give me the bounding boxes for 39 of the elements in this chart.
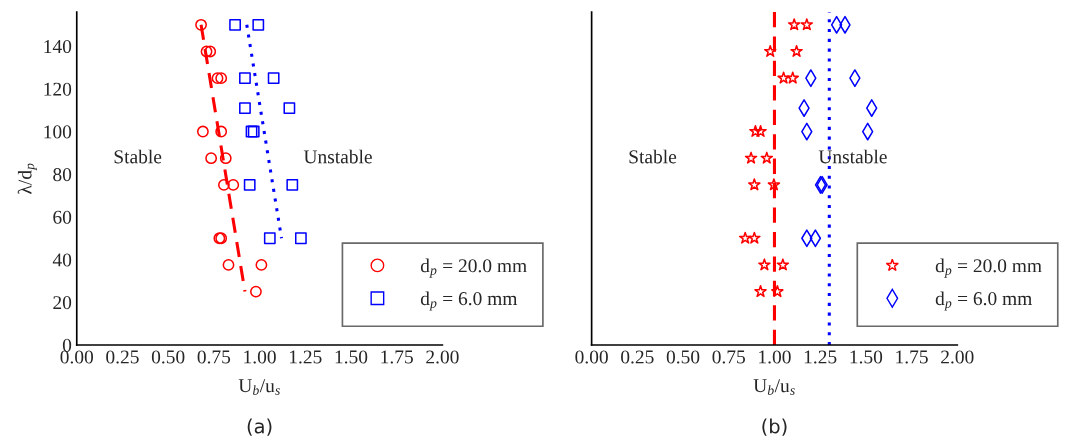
- legend-label: d$_{p}$ = 6.0 mm: [935, 291, 1033, 311]
- legend-label: d$_{p}$ = 6.0 mm: [420, 291, 518, 311]
- x-tick-label: 0.50: [151, 350, 185, 364]
- x-axis-title: U$_{b}$/u$_{s}$: [238, 379, 280, 395]
- x-tick-label: 1.25: [289, 350, 322, 364]
- y-tick-label: 100: [44, 125, 72, 139]
- annotation: Unstable: [818, 149, 887, 164]
- x-tick-label: 1.75: [381, 350, 413, 364]
- x-tick-label: 1.75: [896, 350, 928, 364]
- x-tick-label: 1.00: [244, 350, 276, 364]
- text: (b): [762, 418, 787, 436]
- x-tick-label: 0.00: [575, 350, 608, 364]
- y-tick-label: 120: [44, 82, 72, 96]
- x-tick-label: 2.00: [426, 350, 459, 364]
- y-tick-label: 20: [53, 296, 72, 310]
- annotation: Stable: [629, 149, 677, 164]
- annotation: Unstable: [303, 149, 372, 164]
- legend-label: d$_{p}$ = 20.0 mm: [935, 258, 1042, 278]
- annotation: Stable: [114, 149, 162, 164]
- y-tick-label: 0: [62, 338, 72, 352]
- text: (a): [247, 418, 272, 436]
- x-tick-label: 1.00: [759, 350, 791, 364]
- x-tick-label: 1.50: [335, 350, 368, 364]
- legend-label: d$_{p}$ = 20.0 mm: [420, 258, 527, 278]
- x-tick-label: 0.25: [621, 350, 654, 364]
- x-tick-label: 0.25: [106, 350, 139, 364]
- y-axis-title: λ/d$_{p}$: [17, 163, 37, 195]
- x-tick-label: 0.75: [712, 350, 745, 364]
- y-tick-label: 80: [53, 168, 72, 182]
- y-tick-label: 140: [44, 39, 72, 54]
- y-tick-label: 40: [52, 253, 72, 267]
- x-tick-label: 2.00: [941, 350, 974, 364]
- y-tick-label: 60: [53, 210, 72, 224]
- x-tick-label: 1.25: [804, 350, 837, 364]
- x-tick-label: 0.00: [60, 350, 94, 364]
- x-tick-label: 1.50: [850, 350, 883, 364]
- x-axis-title: U$_{b}$/u$_{s}$: [753, 379, 795, 395]
- x-tick-label: 0.75: [197, 350, 231, 364]
- x-tick-label: 0.50: [666, 350, 700, 364]
